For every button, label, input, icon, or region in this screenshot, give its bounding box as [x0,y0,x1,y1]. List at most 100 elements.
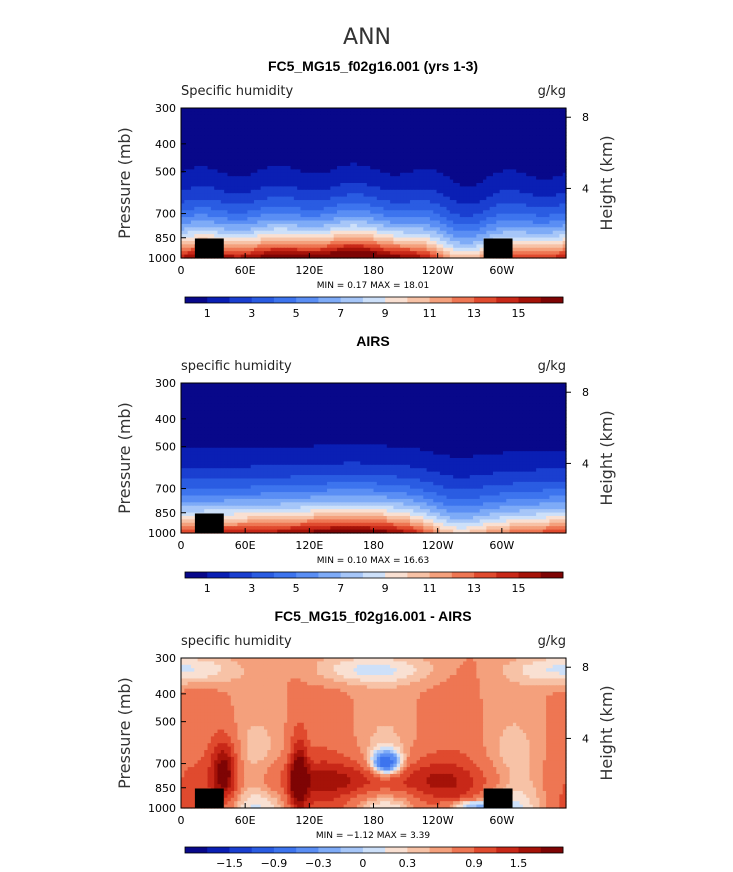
heatmap-cell [220,162,225,167]
heatmap-cell [273,142,278,147]
heatmap-cell [353,172,358,177]
heatmap-cell [439,131,444,136]
heatmap-cell [502,138,507,143]
heatmap-cell [330,152,335,157]
heatmap-cell [519,131,524,136]
heatmap-cell [436,169,441,174]
heatmap-cell [546,131,551,136]
heatmap-cell [290,165,295,170]
heatmap-cell [486,118,491,123]
heatmap-cell [210,118,215,123]
heatmap-cell [536,108,541,113]
heatmap-cell [247,131,252,136]
heatmap-cell [254,118,258,123]
heatmap-cell [443,172,448,177]
heatmap-cell [313,125,318,130]
heatmap-cell [502,159,507,164]
heatmap-cell [509,135,514,140]
heatmap-cell [200,142,205,147]
heatmap-cell [336,135,341,140]
heatmap-cell [423,148,428,153]
heatmap-cell [406,138,411,143]
heatmap-cell [187,155,192,160]
heatmap-cell [532,172,537,177]
heatmap-cell [343,148,348,153]
heatmap-cell [532,145,537,150]
heatmap-cell [429,165,434,170]
heatmap-cell [194,121,199,126]
heatmap-cell [539,142,544,147]
heatmap-cell [393,152,398,157]
heatmap-cell [197,125,202,130]
heatmap-cell [423,165,428,170]
heatmap-cell [512,152,517,157]
heatmap-cell [406,121,411,126]
heatmap-cell [410,142,414,147]
heatmap-cell [502,114,507,119]
heatmap-cell [210,121,215,126]
heatmap-cell [386,152,391,157]
heatmap-cell [522,169,527,174]
heatmap-cell [310,138,315,143]
heatmap-cell [459,148,464,153]
heatmap-cell [536,165,541,170]
heatmap-cell [356,118,361,123]
heatmap-cell [466,148,471,153]
heatmap-cell [539,152,544,157]
heatmap-cell [267,165,272,170]
heatmap-cell [413,155,418,160]
heatmap-cell [237,162,242,167]
heatmap-cell [376,162,381,167]
heatmap-cell [556,172,560,177]
heatmap-cell [512,128,517,133]
heatmap-cell [290,155,295,160]
heatmap-cell [539,169,544,174]
heatmap-cell [280,152,285,157]
heatmap-cell [552,145,557,150]
heatmap-cell [469,165,474,170]
heatmap-cell [210,142,215,147]
heatmap-cell [200,155,205,160]
heatmap-cell [426,148,431,153]
heatmap-cell [546,145,551,150]
heatmap-cell [320,152,325,157]
heatmap-cell [489,155,494,160]
heatmap-cell [386,165,391,170]
heatmap-cell [463,142,468,147]
heatmap-cell [433,176,438,181]
heatmap-cell [250,176,255,181]
heatmap-cell [439,162,444,167]
heatmap-cell [187,176,192,181]
heatmap-cell [476,135,481,140]
heatmap-cell [403,128,408,133]
heatmap-cell [297,165,302,170]
heatmap-cell [333,128,338,133]
heatmap-cell [190,162,195,167]
heatmap-cell [333,152,338,157]
heatmap-cell [273,176,278,181]
heatmap-cell [559,135,564,140]
heatmap-cell [556,148,560,153]
heatmap-cell [184,111,189,116]
heatmap-cell [469,145,474,150]
heatmap-cell [386,155,391,160]
heatmap-cell [287,142,292,147]
heatmap-cell [439,172,444,177]
heatmap-cell [336,138,341,143]
heatmap-cell [350,138,355,143]
heatmap-cell [423,155,428,160]
heatmap-cell [237,114,242,119]
heatmap-cell [270,131,275,136]
heatmap-cell [257,155,262,160]
heatmap-cell [277,135,282,140]
heatmap-cell [443,145,448,150]
heatmap-cell [263,131,268,136]
heatmap-cell [260,121,265,126]
heatmap-cell [433,118,438,123]
heatmap-cell [250,165,255,170]
heatmap-cell [469,121,474,126]
heatmap-cell [496,142,501,147]
heatmap-cell [473,125,477,130]
heatmap-cell [346,142,351,147]
heatmap-cell [463,159,468,164]
